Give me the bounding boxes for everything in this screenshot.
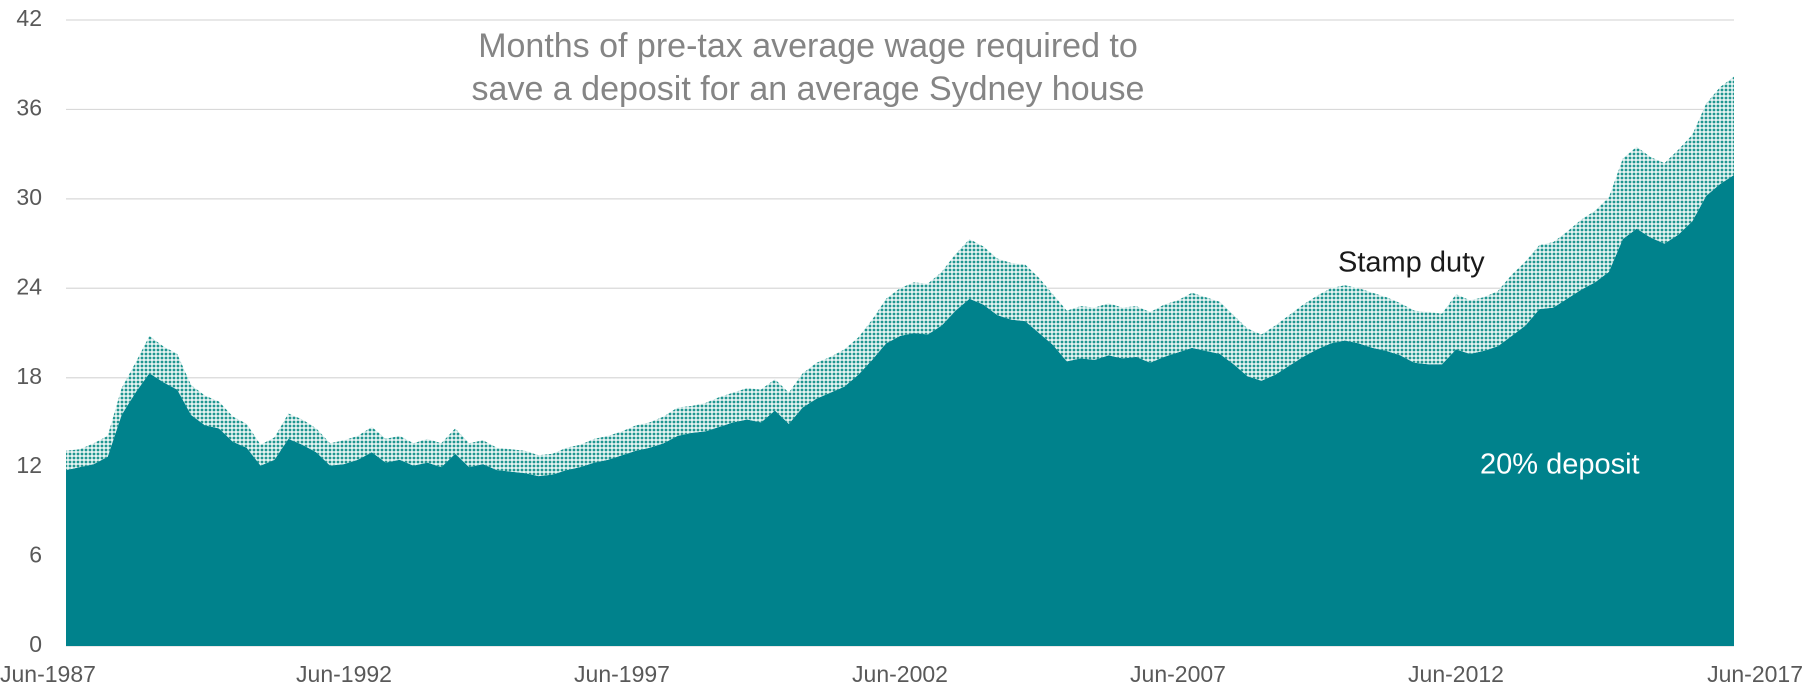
series-label: Stamp duty	[1338, 247, 1485, 279]
x-tick-label: Jun-2017	[1707, 661, 1803, 687]
area	[66, 76, 1734, 477]
x-tick-label: Jun-2012	[1408, 661, 1504, 687]
x-tick-label: Jun-2002	[852, 661, 948, 687]
y-tick-label: 42	[16, 5, 42, 31]
chart-title: Months of pre-tax average wage required …	[478, 27, 1138, 65]
y-tick-label: 6	[29, 542, 42, 568]
y-tick-label: 36	[16, 95, 42, 121]
series-label: 20% deposit	[1480, 449, 1640, 481]
area	[66, 175, 1734, 646]
chart-title: save a deposit for an average Sydney hou…	[472, 70, 1145, 108]
y-tick-label: 24	[16, 273, 42, 299]
y-tick-label: 30	[16, 184, 42, 210]
y-tick-label: 12	[16, 452, 42, 478]
y-tick-label: 0	[29, 631, 42, 657]
x-tick-label: Jun-2007	[1130, 661, 1226, 687]
areas	[66, 76, 1734, 646]
x-tick-label: Jun-1987	[0, 661, 96, 687]
x-tick-label: Jun-1992	[296, 661, 392, 687]
x-tick-label: Jun-1997	[574, 661, 670, 687]
y-tick-label: 18	[16, 363, 42, 389]
